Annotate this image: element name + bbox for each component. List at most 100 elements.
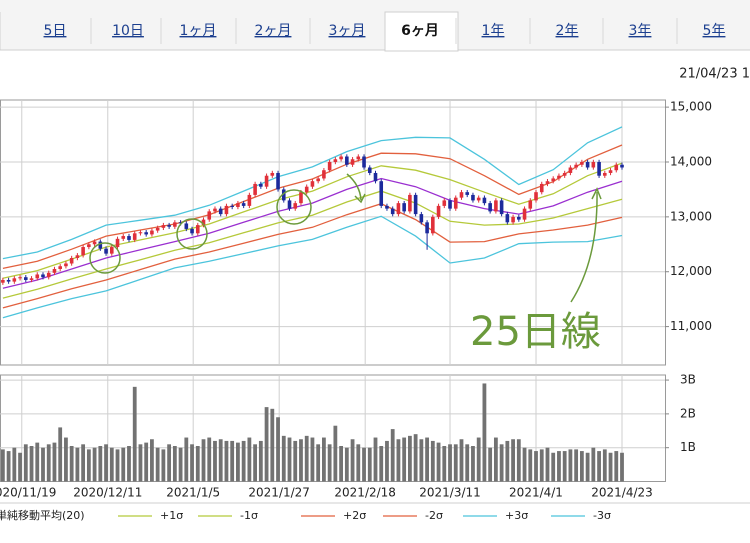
volume-bar [448,444,452,482]
x-tick-label: 2021/1/27 [248,486,310,500]
volume-bar [178,447,183,482]
candle-body [539,183,544,193]
highlight-circle [176,218,208,250]
candle-body [35,274,40,279]
tab[interactable]: 5年 [703,23,726,39]
candle-body [184,223,189,229]
candle-body [241,203,246,206]
candle-body [494,200,498,212]
candle-body [333,159,338,162]
volume-bar [390,429,395,482]
volume-bar [608,452,613,482]
candle-body [224,205,229,215]
candle-body [144,232,148,235]
x-tick-label: 2020/12/11 [73,486,142,500]
candle-body [597,161,601,176]
legend-label: -2σ [425,509,443,522]
volume-bar [236,442,240,482]
x-tick-label: 2021/4/23 [591,486,653,500]
candle-body [293,203,298,209]
volume-bar [562,451,567,482]
tab[interactable]: 2ヶ月 [255,23,292,39]
volume-bar [367,447,372,482]
volume-bar [167,444,172,482]
volume-bar [591,447,596,482]
x-tick-label: 2020/11/19 [0,486,56,500]
legend-label: +2σ [343,509,366,522]
candle-body [52,268,57,273]
arrow-head [591,187,602,200]
candle-body [218,208,223,215]
band-line [2,203,623,309]
candle-body [499,200,504,215]
candle-body [545,181,550,184]
candle-body [367,167,372,173]
candle-body [138,232,143,234]
volume-bar [585,452,590,482]
x-tick-label: 2021/2/18 [334,486,396,500]
tab[interactable]: 2年 [556,23,579,39]
legend-label: +1σ [160,509,183,522]
candle-body [620,164,624,168]
volume-bar [568,449,573,482]
legend-label: 単純移動平均(20) [0,508,85,522]
volume-bar [287,437,292,482]
volume-bar [333,425,338,482]
candle-body [310,181,315,187]
tab[interactable]: 3ヶ月 [329,23,366,39]
volume-bar [150,439,154,482]
volume-bar [534,451,538,482]
volume-bar [64,437,68,482]
volume-bar [373,437,378,482]
volume-bar [316,444,321,482]
x-tick-label: 2021/3/11 [419,486,481,500]
candle-body [322,170,326,179]
candle-body [109,247,114,254]
candle-body [425,222,429,234]
volume-bar [276,417,280,482]
volume-bar [499,444,504,482]
volume-bar [195,446,200,482]
volume-bar [356,444,361,482]
tab[interactable]: 10日 [112,23,144,39]
y-tick-label: 2B [680,406,696,420]
volume-bar [614,451,619,482]
tab[interactable]: 5日 [44,23,67,39]
tab[interactable]: 3年 [629,23,652,39]
tab[interactable]: 6ヶ月 [401,23,439,39]
candle-body [356,156,361,160]
candle-body [465,192,470,195]
x-tick-label: 2021/1/5 [166,486,220,500]
volume-bar [459,439,464,482]
timestamp: 21/04/23 1 [679,67,750,82]
volume-bar [327,444,332,482]
candle-body [402,203,406,212]
legend-label: -3σ [593,509,611,522]
arrow-head [354,193,366,204]
annotations [89,173,602,303]
volume-bar [310,437,315,482]
candle-body [339,156,343,160]
candle-body [396,203,401,215]
volume-bar [23,444,28,482]
candle-body [551,178,556,182]
tab[interactable]: 1年 [482,23,505,39]
candle-body [373,172,378,182]
y-tick-label: 14,000 [670,154,712,168]
volume-bar [511,439,515,482]
candle-body [58,266,62,269]
candle-body [12,278,17,282]
candle-body [178,222,183,224]
candle-body [29,278,34,280]
volume-bar [539,449,544,482]
tab[interactable]: 1ヶ月 [180,23,217,39]
candle-body [87,244,91,248]
volume-bar [190,444,194,482]
volume-bar [413,434,418,482]
volume-bar [350,439,355,482]
legend-label: -1σ [240,509,258,522]
volume-bar [476,437,481,482]
candle-body [453,197,458,209]
volume-bar [264,407,269,482]
